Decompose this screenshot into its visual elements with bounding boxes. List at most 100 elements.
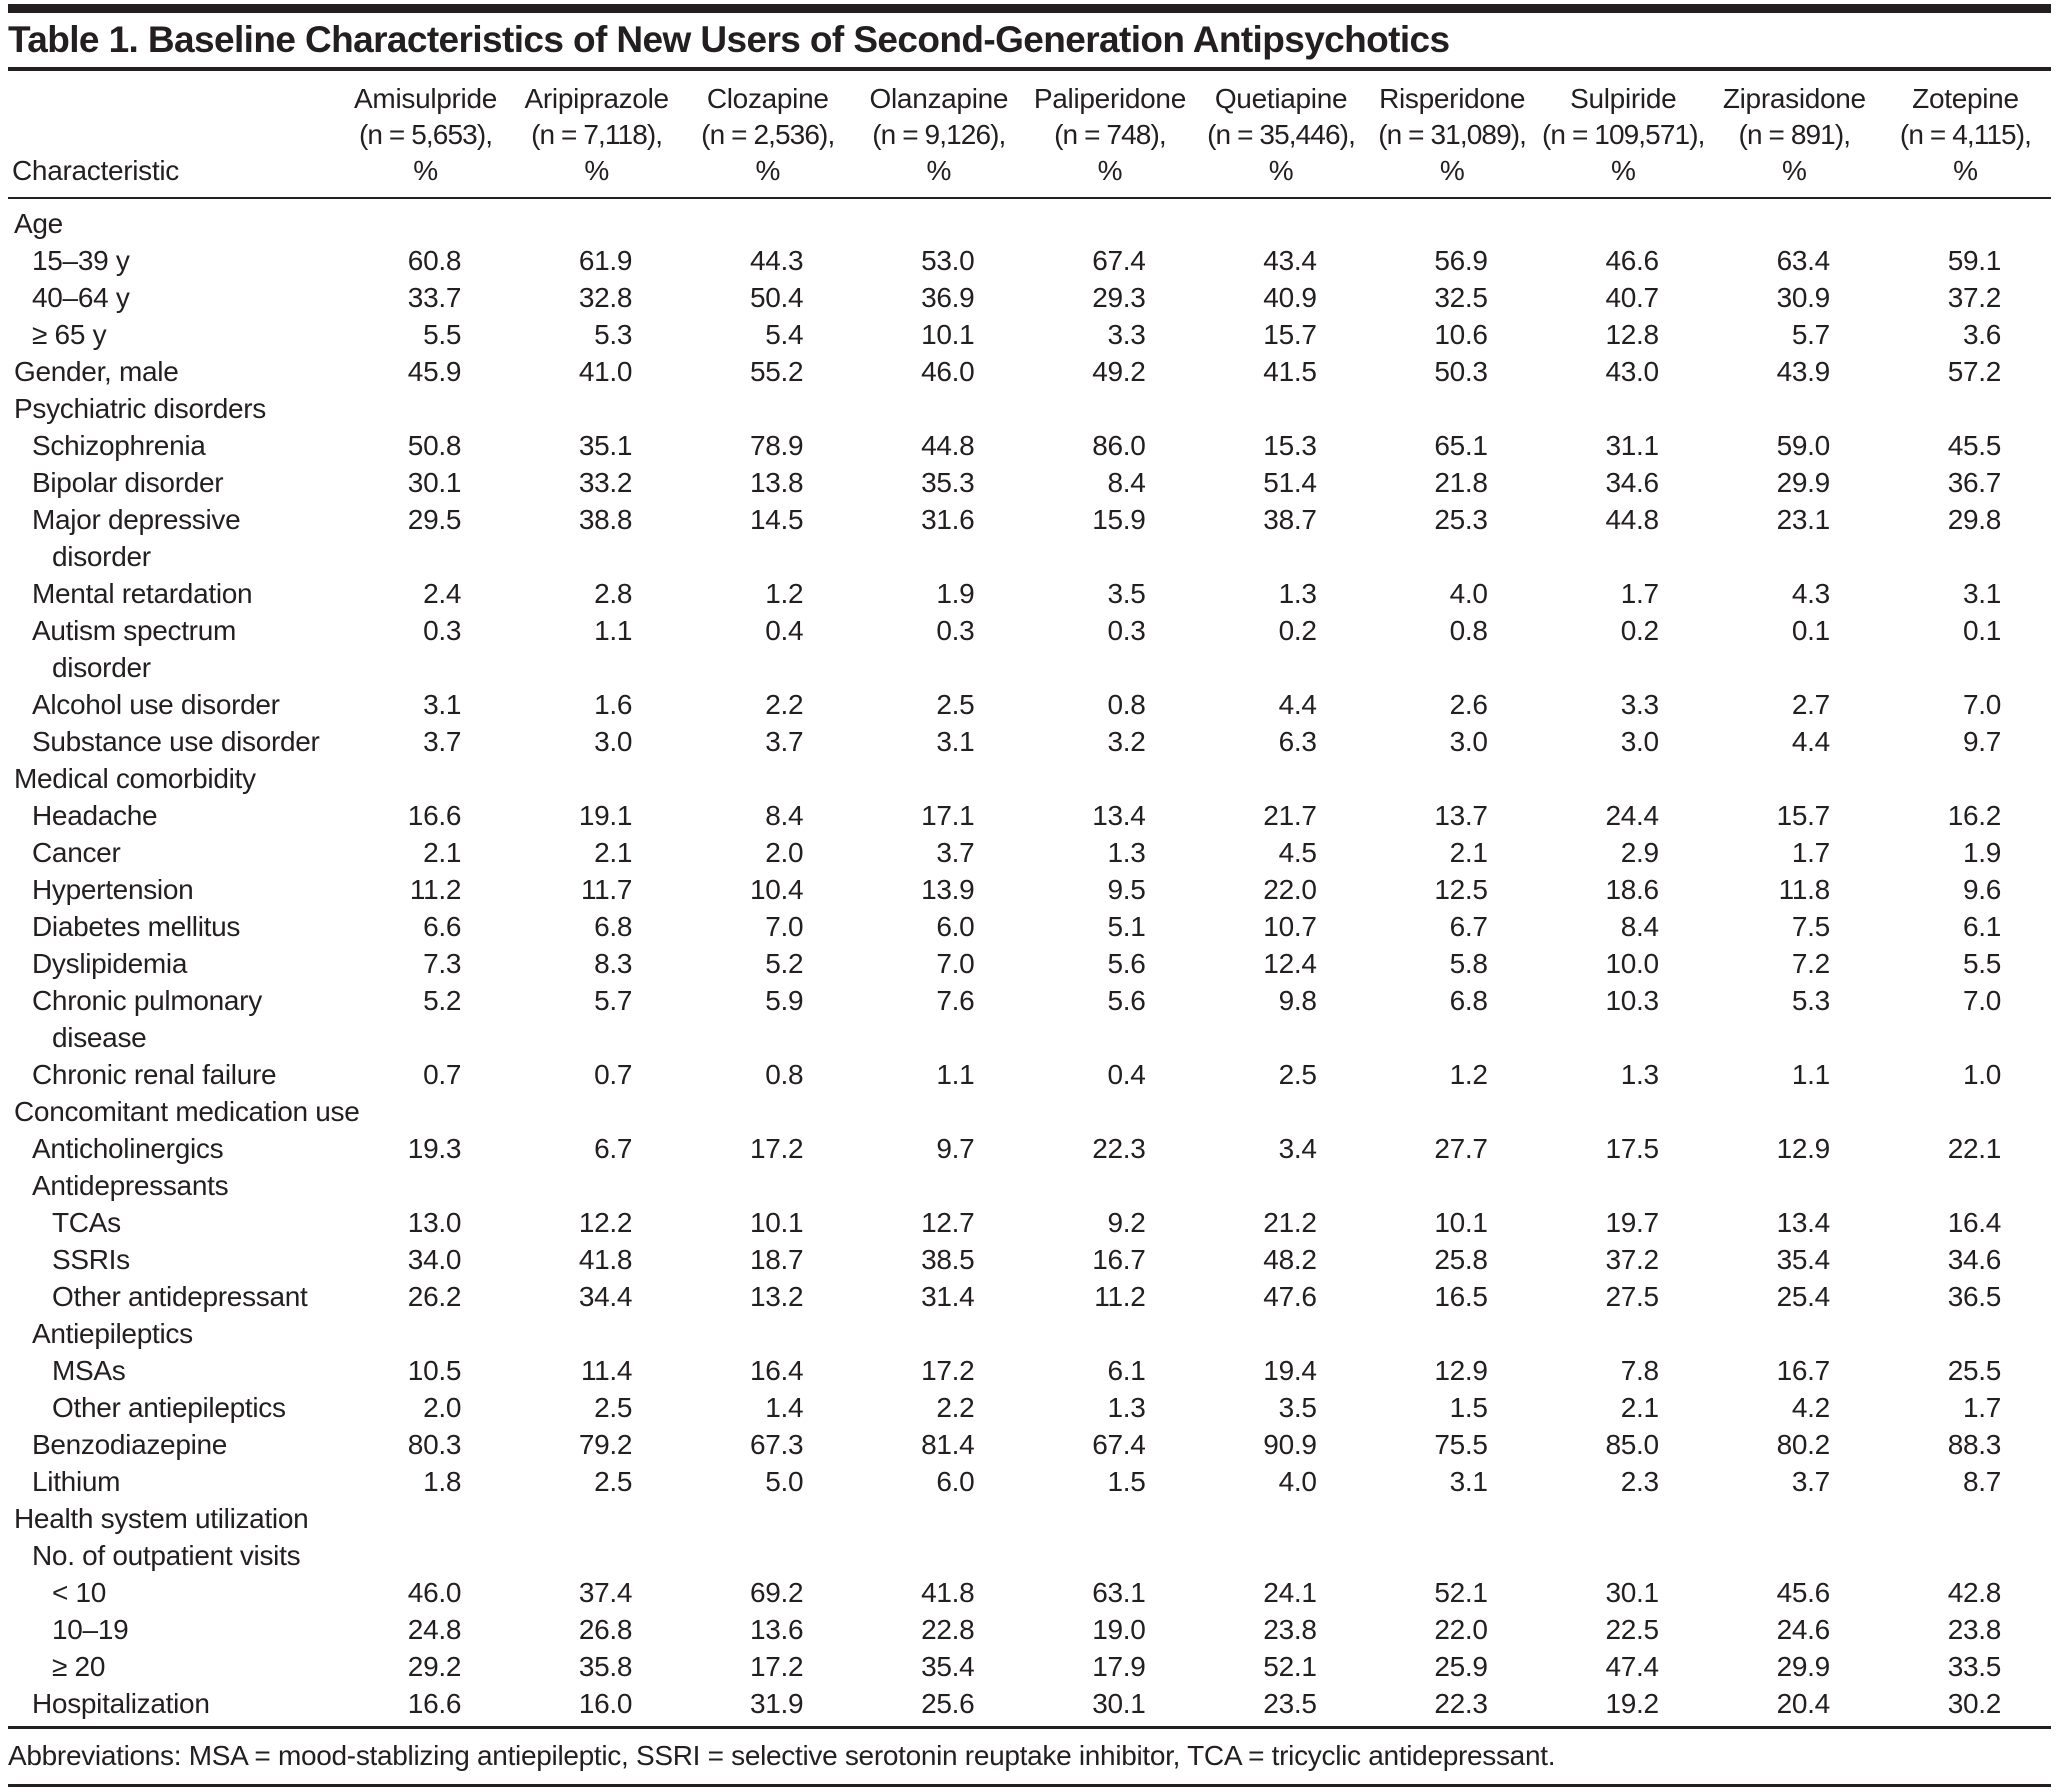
column-header: Paliperidone (n = 748),%: [1024, 81, 1195, 189]
cell-value: 5.3: [594, 319, 633, 350]
table-row: Substance use disorder 3.7 3.0 3.7 3.1 3.2 6.3…: [8, 723, 2051, 760]
cell-value: 5.6: [1107, 948, 1146, 979]
cell-value: 1.5: [1107, 1466, 1146, 1497]
cell-value: 3.7: [936, 837, 975, 868]
cell-value: 67.4: [1092, 245, 1146, 276]
cell-value: 56.9: [1434, 245, 1488, 276]
cell-value: 25.8: [1434, 1244, 1488, 1275]
cell-value: 35.1: [578, 430, 633, 461]
column-n-count: (n = 9,126),: [872, 119, 1006, 150]
cell-value: 40.9: [1263, 282, 1317, 313]
cell-value: 10.0: [1605, 948, 1660, 979]
cell-value: 7.8: [1620, 1355, 1659, 1386]
cell-value: 4.4: [1791, 726, 1830, 757]
cell-value: 0.1: [1791, 615, 1830, 646]
row-label: Diabetes mellitus: [32, 911, 241, 942]
cell-value: 37.2: [1605, 1244, 1660, 1275]
cell-value: 19.3: [407, 1133, 462, 1164]
cell-value: 11.2: [1094, 1281, 1146, 1312]
footnote: Abbreviations: MSA = mood-stablizing ant…: [8, 1726, 2051, 1787]
cell-value: 1.1: [936, 1059, 975, 1090]
table-row: Hypertension 11.2 11.7 10.4 13.9 9.5 22.0 12.5 1…: [8, 871, 2051, 908]
row-label: Medical comorbidity: [14, 763, 256, 794]
cell-value: 22.1: [1947, 1133, 2002, 1164]
cell-value: 3.4: [1278, 1133, 1317, 1164]
column-header: Aripiprazole (n = 7,118),%: [511, 81, 682, 189]
cell-value: 51.4: [1263, 467, 1317, 498]
column-n-count: (n = 2,536),: [701, 119, 835, 150]
cell-value: 27.7: [1434, 1133, 1488, 1164]
cell-value: 1.9: [936, 578, 975, 609]
table-row: Antiepileptics: [8, 1315, 2051, 1352]
cell-value: 7.3: [423, 948, 462, 979]
cell-value: 1.1: [1791, 1059, 1830, 1090]
cell-value: 17.5: [1605, 1133, 1660, 1164]
cell-value: 25.5: [1947, 1355, 2002, 1386]
cell-value: 25.6: [921, 1688, 975, 1719]
cell-value: 2.0: [423, 1392, 462, 1423]
cell-value: 29.5: [407, 504, 462, 535]
cell-value: 3.5: [1278, 1392, 1317, 1423]
cell-value: 2.3: [1620, 1466, 1659, 1497]
cell-value: 65.1: [1434, 430, 1488, 461]
column-percent-sign: %: [413, 155, 438, 186]
row-label: Anticholinergics: [32, 1133, 224, 1164]
cell-value: 22.3: [1092, 1133, 1146, 1164]
row-label: Cancer: [32, 837, 121, 868]
cell-value: 33.5: [1947, 1651, 2002, 1682]
cell-value: 5.3: [1791, 985, 1830, 1016]
cell-value: 24.4: [1605, 800, 1660, 831]
table-row: Diabetes mellitus 6.6 6.8 7.0 6.0 5.1 10.7 6.7 8…: [8, 908, 2051, 945]
cell-value: 25.3: [1434, 504, 1488, 535]
table-row: ≥ 20 29.2 35.8 17.2 35.4 17.9 52.1 25.9 47.4 29.9…: [8, 1648, 2051, 1685]
cell-value: 2.1: [1620, 1392, 1659, 1423]
row-label: Dyslipidemia: [32, 948, 188, 979]
cell-value: 24.6: [1776, 1614, 1831, 1645]
cell-value: 2.5: [594, 1466, 633, 1497]
row-label: Benzodiazepine: [32, 1429, 228, 1460]
table-row: Cancer 2.1 2.1 2.0 3.7 1.3 4.5 2.1 2.9 1.7 1.9: [8, 834, 2051, 871]
cell-value: 23.5: [1263, 1688, 1317, 1719]
cell-value: 1.3: [1278, 578, 1317, 609]
cell-value: 79.2: [578, 1429, 633, 1460]
cell-value: 38.8: [578, 504, 633, 535]
cell-value: 16.7: [1092, 1244, 1146, 1275]
cell-value: 5.8: [1449, 948, 1488, 979]
cell-value: 12.5: [1434, 874, 1488, 905]
cell-value: 2.5: [1278, 1059, 1317, 1090]
table-row: < 10 46.0 37.4 69.2 41.8 63.1 24.1 52.1 30.1 45.6…: [8, 1574, 2051, 1611]
cell-value: 9.8: [1278, 985, 1317, 1016]
cell-value: 0.3: [1107, 615, 1146, 646]
characteristic-header: Characteristic: [12, 155, 179, 186]
cell-value: 3.0: [594, 726, 633, 757]
table-row: Antidepressants: [8, 1167, 2051, 1204]
cell-value: 41.8: [578, 1244, 633, 1275]
cell-value: 19.4: [1263, 1355, 1317, 1386]
cell-value: 12.2: [578, 1207, 633, 1238]
cell-value: 6.0: [936, 1466, 975, 1497]
cell-value: 52.1: [1434, 1577, 1488, 1608]
column-drug-name: Zotepine: [1912, 83, 2019, 114]
cell-value: 31.6: [921, 504, 975, 535]
cell-value: 17.1: [921, 800, 975, 831]
row-label: Major depressive disorder: [32, 504, 241, 572]
cell-value: 7.0: [765, 911, 804, 942]
table-row: MSAs 10.5 11.4 16.4 17.2 6.1 19.4 12.9 7.8 16.7 25…: [8, 1352, 2051, 1389]
cell-value: 36.7: [1947, 467, 2002, 498]
cell-value: 11.7: [580, 874, 633, 905]
cell-value: 2.8: [594, 578, 633, 609]
cell-value: 81.4: [921, 1429, 975, 1460]
cell-value: 78.9: [750, 430, 804, 461]
cell-value: 17.9: [1092, 1651, 1146, 1682]
cell-value: 6.3: [1278, 726, 1317, 757]
cell-value: 5.2: [765, 948, 804, 979]
row-label: Health system utilization: [14, 1503, 309, 1534]
cell-value: 25.9: [1434, 1651, 1488, 1682]
cell-value: 34.6: [1947, 1244, 2002, 1275]
column-percent-sign: %: [1953, 155, 1978, 186]
cell-value: 2.5: [936, 689, 975, 720]
table-row: Age: [8, 205, 2051, 242]
cell-value: 90.9: [1263, 1429, 1317, 1460]
cell-value: 50.3: [1434, 356, 1488, 387]
cell-value: 3.1: [936, 726, 975, 757]
